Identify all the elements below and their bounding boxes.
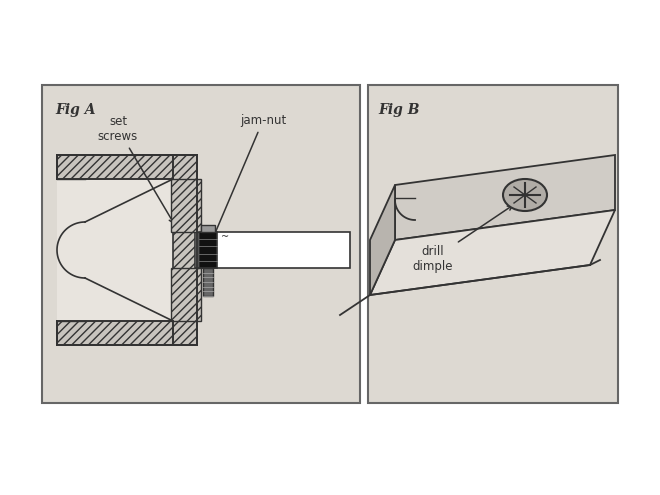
Polygon shape bbox=[370, 210, 615, 295]
Bar bbox=[57, 155, 197, 179]
Bar bbox=[203, 268, 213, 296]
Bar bbox=[201, 225, 215, 232]
Polygon shape bbox=[395, 155, 615, 240]
Bar bbox=[171, 268, 201, 321]
Bar bbox=[171, 179, 201, 232]
Bar bbox=[195, 232, 350, 268]
Ellipse shape bbox=[503, 179, 547, 211]
Text: Fig B: Fig B bbox=[378, 103, 420, 117]
Bar bbox=[57, 321, 197, 345]
Bar bbox=[42, 85, 360, 403]
Bar bbox=[368, 85, 618, 403]
Text: Fig A: Fig A bbox=[55, 103, 96, 117]
Text: ~: ~ bbox=[221, 232, 229, 242]
Bar bbox=[173, 155, 197, 345]
Polygon shape bbox=[370, 185, 395, 295]
Bar bbox=[57, 179, 173, 321]
Text: set
screws: set screws bbox=[98, 115, 174, 223]
Bar bbox=[199, 232, 217, 268]
Text: drill
dimple: drill dimple bbox=[412, 205, 512, 273]
Text: jam-nut: jam-nut bbox=[211, 114, 286, 241]
